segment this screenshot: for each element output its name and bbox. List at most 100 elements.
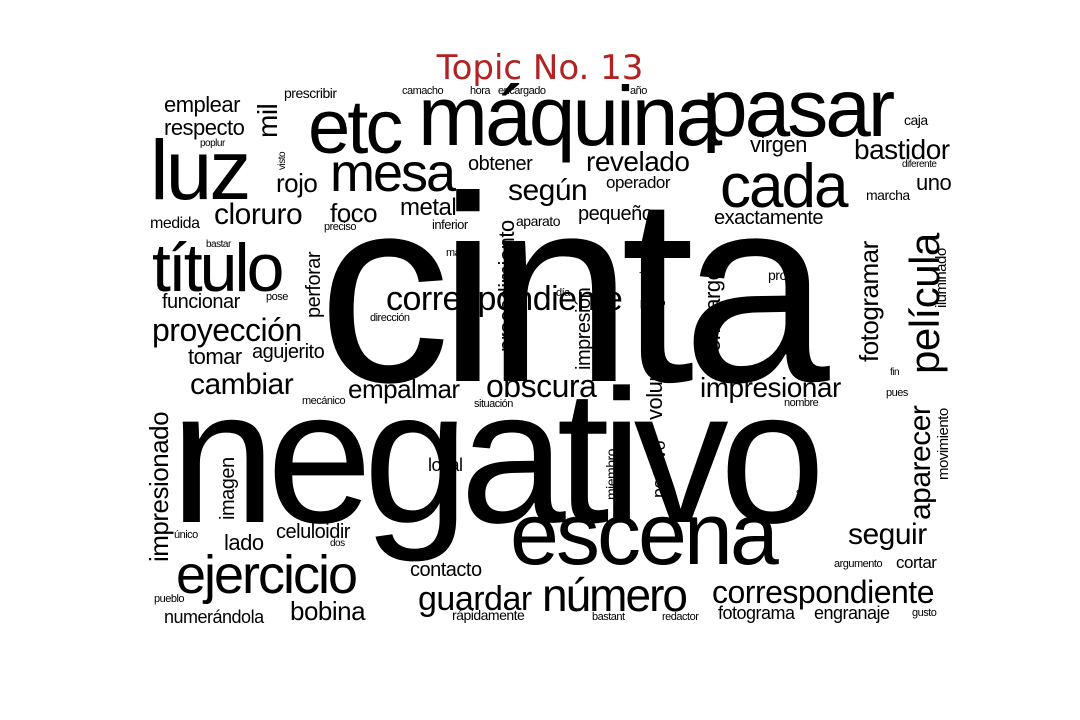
word-solo: sólo — [796, 487, 815, 499]
word-bastar: bastar — [206, 239, 231, 250]
word-pueblo: pueblo — [154, 593, 185, 605]
word-empalmar: empalmar — [348, 374, 460, 404]
word-diferente: diferente — [902, 159, 937, 170]
word-perforar: perforar — [303, 251, 325, 318]
word-abrir: correspondiente — [386, 280, 623, 318]
word-lado: lado — [224, 530, 264, 555]
word-fin: fin — [890, 367, 900, 378]
word-punto: punto — [640, 297, 666, 309]
word-mal: mal — [446, 247, 463, 259]
word-gusto: gusto — [912, 607, 937, 619]
word-funcionar: funcionar — [162, 291, 240, 313]
word-local: local — [428, 455, 463, 475]
word-revelado: revelado — [586, 146, 690, 177]
word-cambiar: cambiar — [190, 368, 294, 401]
word-bobina: bobina — [290, 596, 366, 626]
word-nombre: nombre — [784, 397, 819, 409]
word-aparecer: aparecer — [904, 405, 937, 520]
word-fotograma: fotograma — [718, 603, 795, 623]
word-contacto: contacto — [410, 559, 482, 581]
word-direccion: dirección — [370, 312, 410, 324]
word-procedimiento: procedimiento — [494, 220, 519, 352]
word-obtener: obtener — [468, 153, 533, 175]
word-positivo: positivo — [649, 440, 669, 498]
word-impresionado: impresionado — [144, 411, 174, 562]
word-cinta: cinta — [318, 142, 830, 438]
word-situacion: situación — [474, 398, 513, 410]
word-virgen: virgen — [750, 132, 807, 157]
word-rapidamente: rápidamente — [452, 607, 525, 623]
word-bastant: bastant — [592, 611, 625, 623]
word-proyeccion: proyección — [152, 312, 302, 348]
word-visto: visto — [277, 151, 288, 170]
word-luz: luz — [150, 123, 251, 217]
word-obscura: obscura — [486, 368, 597, 404]
word-preciso: preciso — [324, 221, 356, 233]
word-marcha: marcha — [866, 187, 910, 203]
word-emplear: emplear — [164, 92, 240, 117]
word-camacho: camacho — [402, 85, 444, 97]
word-encargado: encargado — [498, 85, 546, 97]
word-mesa: mesa — [330, 143, 456, 203]
word-inferior: inferior — [432, 217, 468, 232]
word-engranaje: engranaje — [814, 603, 890, 623]
word-uno: uno — [916, 170, 952, 195]
word-rojo: rojo — [276, 168, 318, 198]
word-celuloidir: celuloidir — [276, 521, 350, 543]
word-ano: año — [630, 85, 647, 97]
word-maquina: máquina — [418, 69, 722, 163]
word-poplur: poplur — [200, 138, 225, 149]
word-este: este — [786, 316, 805, 328]
word-numerandola: numerándola — [164, 607, 264, 627]
word-segun: según — [508, 174, 588, 207]
word-embargo: embargo — [700, 268, 725, 352]
word-dia: día — [556, 287, 570, 299]
word-metal: metal — [400, 194, 457, 221]
word-modo: modo — [639, 266, 650, 290]
word-operador: operador — [606, 173, 671, 192]
word-tomar: tomar — [188, 344, 242, 369]
word-hora: hora — [470, 85, 491, 97]
word-iluminado: iluminado — [933, 248, 950, 308]
word-foco: foco — [330, 198, 378, 228]
word-etc: etc — [308, 85, 403, 170]
word-titulo: título — [152, 230, 284, 306]
word-cloruro: cloruro — [214, 198, 303, 231]
word-caja: caja — [904, 112, 928, 128]
word-cada: cada — [720, 152, 848, 221]
word-agujerito: agujerito — [252, 341, 325, 363]
word-guardar: guardar — [418, 580, 532, 618]
word-probar: probar — [768, 267, 806, 283]
word-pequeno: pequeño — [578, 203, 653, 225]
word-pues: pues — [886, 387, 908, 399]
word-negativo: negativo — [170, 351, 825, 563]
word-pose: pose — [266, 291, 288, 303]
word-unico: único — [174, 529, 198, 541]
word-fotogramar: fotogramar — [854, 241, 884, 362]
word-respecto: respecto — [164, 115, 245, 140]
word-pasar: pasar — [702, 63, 895, 154]
word-redactor: redactor — [662, 611, 699, 623]
word-prescribir: prescribir — [284, 85, 337, 101]
word-exactamente: exactamente — [714, 207, 824, 229]
word-medida: medida — [150, 215, 200, 232]
word-voluntad: voluntad — [642, 340, 667, 420]
word-dos: dos — [330, 538, 345, 549]
word-argumento: argumento — [834, 558, 883, 570]
word-cortar: cortar — [896, 553, 937, 572]
word-mecanico: mecánico — [302, 395, 346, 407]
word-impresion: impresión — [573, 287, 595, 370]
word-ejercicio: ejercicio — [176, 545, 358, 605]
word-movimiento: movimiento — [935, 408, 952, 480]
word-bastidor: bastidor — [854, 134, 950, 165]
word-imagen: imagen — [217, 457, 239, 520]
word-impresionar: impresionar — [700, 372, 841, 403]
word-correspondiente: correspondiente — [712, 574, 934, 610]
word-miembro: miembro — [603, 449, 619, 500]
word-aparato: aparato — [516, 213, 560, 229]
topic-title: Topic No. 13 — [436, 48, 644, 88]
word-numero: número — [542, 569, 688, 621]
word-escena: escena — [510, 484, 779, 583]
word-mil: mil — [252, 103, 283, 138]
